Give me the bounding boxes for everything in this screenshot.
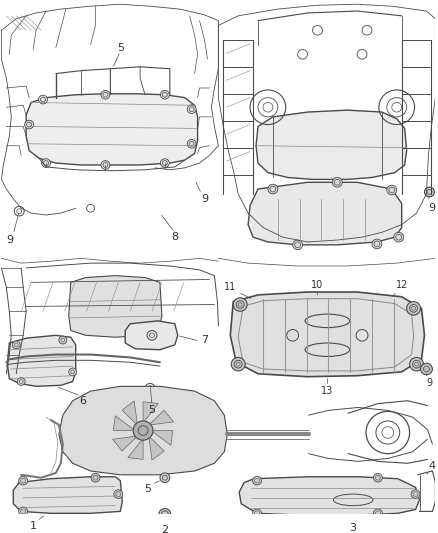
Circle shape bbox=[114, 490, 123, 498]
Polygon shape bbox=[113, 436, 138, 451]
Text: 3: 3 bbox=[350, 523, 357, 533]
Circle shape bbox=[101, 160, 110, 169]
Polygon shape bbox=[256, 110, 406, 180]
Circle shape bbox=[424, 187, 434, 197]
Circle shape bbox=[293, 240, 303, 249]
Circle shape bbox=[101, 91, 110, 99]
Circle shape bbox=[160, 91, 170, 99]
Circle shape bbox=[411, 490, 420, 498]
Circle shape bbox=[59, 336, 67, 344]
Polygon shape bbox=[26, 94, 198, 165]
Circle shape bbox=[39, 95, 47, 104]
Polygon shape bbox=[125, 321, 178, 350]
Text: 4: 4 bbox=[429, 461, 436, 471]
Text: 5: 5 bbox=[117, 43, 124, 53]
Circle shape bbox=[19, 477, 28, 485]
Polygon shape bbox=[148, 410, 173, 425]
Text: 10: 10 bbox=[311, 280, 324, 290]
Circle shape bbox=[372, 239, 382, 249]
Text: 7: 7 bbox=[201, 335, 208, 345]
Text: 9: 9 bbox=[428, 203, 435, 213]
Circle shape bbox=[42, 159, 50, 167]
Polygon shape bbox=[113, 416, 135, 431]
Circle shape bbox=[253, 477, 261, 485]
Circle shape bbox=[25, 120, 34, 129]
Circle shape bbox=[12, 341, 20, 349]
Polygon shape bbox=[248, 182, 402, 245]
Circle shape bbox=[187, 105, 196, 114]
Text: 9: 9 bbox=[6, 235, 13, 245]
Circle shape bbox=[231, 358, 245, 371]
Circle shape bbox=[160, 159, 170, 167]
Circle shape bbox=[69, 368, 77, 376]
Polygon shape bbox=[143, 402, 158, 423]
Text: 5: 5 bbox=[145, 484, 152, 494]
Polygon shape bbox=[230, 292, 424, 377]
Circle shape bbox=[253, 509, 261, 518]
Circle shape bbox=[159, 508, 171, 520]
Circle shape bbox=[420, 363, 432, 375]
Circle shape bbox=[133, 421, 153, 440]
Polygon shape bbox=[128, 438, 143, 459]
Circle shape bbox=[187, 140, 196, 148]
Text: 8: 8 bbox=[171, 232, 178, 242]
Polygon shape bbox=[7, 335, 76, 386]
Circle shape bbox=[160, 473, 170, 482]
Circle shape bbox=[394, 232, 404, 242]
Text: 1: 1 bbox=[30, 521, 37, 531]
Circle shape bbox=[91, 473, 100, 482]
Circle shape bbox=[19, 507, 28, 516]
Text: 11: 11 bbox=[224, 282, 237, 292]
Polygon shape bbox=[239, 477, 420, 515]
Text: 5: 5 bbox=[148, 406, 155, 415]
Circle shape bbox=[406, 302, 420, 315]
Polygon shape bbox=[13, 477, 122, 513]
Circle shape bbox=[268, 184, 278, 194]
Circle shape bbox=[332, 177, 342, 187]
Text: 13: 13 bbox=[321, 386, 333, 396]
Polygon shape bbox=[151, 431, 173, 446]
Text: 2: 2 bbox=[161, 524, 169, 533]
Circle shape bbox=[387, 185, 397, 195]
Circle shape bbox=[374, 473, 382, 482]
Circle shape bbox=[233, 298, 247, 311]
Polygon shape bbox=[148, 436, 164, 460]
Circle shape bbox=[410, 358, 424, 371]
Circle shape bbox=[17, 378, 25, 385]
Text: 9: 9 bbox=[201, 193, 208, 204]
Circle shape bbox=[374, 509, 382, 518]
Text: 9: 9 bbox=[426, 378, 432, 389]
Polygon shape bbox=[59, 386, 227, 475]
Polygon shape bbox=[122, 401, 138, 425]
Polygon shape bbox=[69, 276, 162, 337]
Text: 12: 12 bbox=[396, 280, 408, 290]
Text: 6: 6 bbox=[79, 395, 86, 406]
